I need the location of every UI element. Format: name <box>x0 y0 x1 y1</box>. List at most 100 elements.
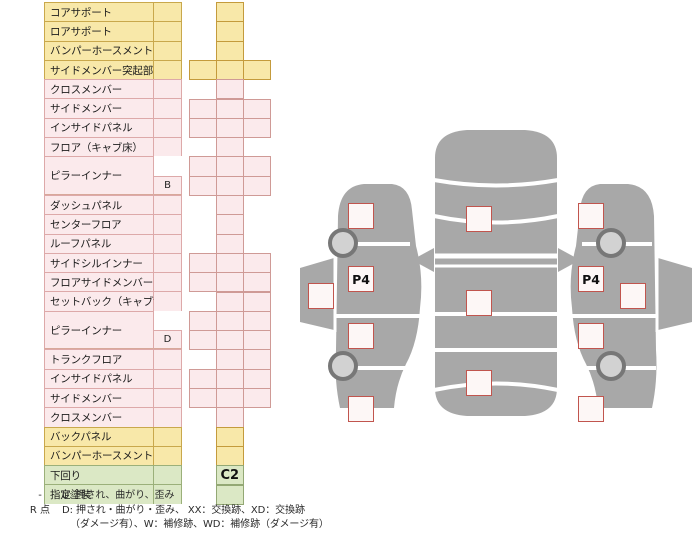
damage-grid-cell[interactable] <box>216 310 244 332</box>
damage-grid-cell[interactable] <box>243 388 271 409</box>
sheet-row-label: ルーフパネル <box>44 233 154 253</box>
sheet-row-sublabel-empty <box>154 233 182 253</box>
sheet-row-label: フロアサイドメンバー <box>44 272 154 292</box>
damage-grid-cell[interactable] <box>216 214 244 235</box>
damage-mark-right[interactable] <box>620 283 646 309</box>
damage-mark-right[interactable] <box>578 396 604 422</box>
sheet-row-label: サイドシルインナー <box>44 252 154 273</box>
damage-grid-cell[interactable] <box>216 59 244 81</box>
damage-grid-cell[interactable] <box>216 426 244 447</box>
sheet-row-sublabel-empty <box>154 252 182 273</box>
damage-grid-cell[interactable] <box>216 98 244 119</box>
legend-text-1: U: 押され、曲がり、歪み <box>62 490 175 501</box>
damage-grid-cell[interactable] <box>216 349 244 370</box>
sheet-row-label: ロアサポート <box>44 21 154 41</box>
damage-grid-cell[interactable] <box>243 368 271 389</box>
sheet-row: B <box>44 175 276 195</box>
damage-grid-cell[interactable] <box>216 156 244 177</box>
damage-grid-cell[interactable] <box>216 2 244 23</box>
damage-grid-cell[interactable] <box>189 388 217 409</box>
damage-grid-cell[interactable] <box>216 137 244 158</box>
damage-mark-left[interactable] <box>348 323 374 349</box>
damage-grid-cell[interactable] <box>243 349 271 370</box>
damage-grid-cell[interactable] <box>216 40 244 61</box>
damage-grid-cell[interactable] <box>216 79 244 100</box>
center-divider-1 <box>433 178 559 188</box>
vehicle-damage-diagram: P4 P4 <box>300 118 692 428</box>
sheet-row-sublabel-empty <box>154 40 182 60</box>
damage-grid-cell[interactable] <box>216 484 244 505</box>
damage-grid-cell[interactable] <box>216 368 244 389</box>
damage-grid-cell[interactable] <box>216 175 244 196</box>
damage-grid-cell[interactable] <box>189 252 217 274</box>
damage-grid-cell[interactable] <box>216 407 244 428</box>
damage-mark-center[interactable] <box>466 290 492 316</box>
sheet-row-sublabel-empty <box>154 98 182 118</box>
damage-grid-cell[interactable] <box>216 291 244 312</box>
damage-grid-cell[interactable] <box>243 175 271 196</box>
damage-grid-cell[interactable] <box>216 330 244 351</box>
damage-grid-cell[interactable] <box>216 21 244 42</box>
damage-grid-cell[interactable] <box>189 368 217 389</box>
damage-grid-cell[interactable] <box>216 445 244 467</box>
damage-grid-cell[interactable] <box>189 330 217 351</box>
sheet-row: フロア（キャブ床） <box>44 137 276 157</box>
damage-grid-cell[interactable] <box>216 195 244 216</box>
damage-grid-cell[interactable] <box>243 310 271 332</box>
damage-mark-center[interactable] <box>466 370 492 396</box>
damage-grid-cell[interactable] <box>189 59 217 81</box>
damage-grid-cell[interactable]: C2 <box>216 465 244 486</box>
damage-grid-cell[interactable] <box>243 98 271 119</box>
sheet-row: センターフロア <box>44 214 276 234</box>
damage-grid-cell[interactable] <box>243 59 271 81</box>
sheet-row: ピラーインナーA <box>44 156 276 195</box>
damage-grid-cell-value <box>217 389 243 407</box>
damage-grid-cell-value <box>217 157 243 175</box>
damage-grid-cell[interactable] <box>216 272 244 293</box>
sheet-row-sublabel-empty <box>154 291 182 311</box>
sheet-row-label: センターフロア <box>44 214 154 234</box>
sheet-row-label: 下回り <box>44 465 154 485</box>
damage-mark-left[interactable]: P4 <box>348 266 374 292</box>
wheel-icon-right <box>596 351 626 381</box>
damage-grid-cell-value <box>217 370 243 388</box>
damage-grid-cell[interactable] <box>243 156 271 177</box>
damage-grid-cell[interactable] <box>189 272 217 293</box>
damage-grid-cell-value <box>217 215 243 233</box>
damage-grid-cell-value <box>217 428 243 446</box>
damage-grid-cell[interactable] <box>216 388 244 409</box>
damage-grid-cell[interactable] <box>189 310 217 332</box>
damage-grid-cell[interactable] <box>216 252 244 274</box>
damage-grid-cell[interactable] <box>189 98 217 119</box>
damage-grid-cell[interactable] <box>189 156 217 177</box>
damage-mark-left[interactable] <box>348 396 374 422</box>
center-divider-2 <box>433 214 559 225</box>
damage-grid-cell[interactable] <box>243 252 271 274</box>
damage-grid-cell-value <box>190 61 216 79</box>
damage-grid-cell[interactable] <box>216 233 244 254</box>
damage-grid-cell-value <box>217 3 243 21</box>
damage-grid-cell-value <box>217 196 243 214</box>
damage-mark-right[interactable] <box>578 323 604 349</box>
wheel-icon-left <box>328 228 358 258</box>
damage-grid-cell[interactable] <box>216 117 244 139</box>
damage-mark-right[interactable]: P4 <box>578 266 604 292</box>
damage-grid-cell[interactable] <box>243 117 271 139</box>
sheet-row: サイドシルインナー <box>44 252 276 273</box>
damage-grid-cell[interactable] <box>189 117 217 139</box>
damage-grid-cell[interactable] <box>243 291 271 312</box>
damage-mark-center[interactable] <box>466 206 492 232</box>
sheet-row-sublabel-empty <box>154 2 182 22</box>
damage-mark-left[interactable] <box>348 203 374 229</box>
right-body-shape <box>570 184 657 408</box>
damage-grid-cell[interactable] <box>189 175 217 196</box>
sheet-row: バックパネル <box>44 426 276 446</box>
damage-grid-cell-value <box>244 370 270 388</box>
damage-mark-right[interactable] <box>578 203 604 229</box>
sheet-row-sublabel-empty <box>154 214 182 234</box>
sheet-row: ルーフパネル <box>44 233 276 253</box>
damage-mark-left[interactable] <box>308 283 334 309</box>
damage-grid-cell[interactable] <box>243 272 271 293</box>
damage-grid-cell-value <box>217 273 243 291</box>
damage-grid-cell[interactable] <box>243 330 271 351</box>
